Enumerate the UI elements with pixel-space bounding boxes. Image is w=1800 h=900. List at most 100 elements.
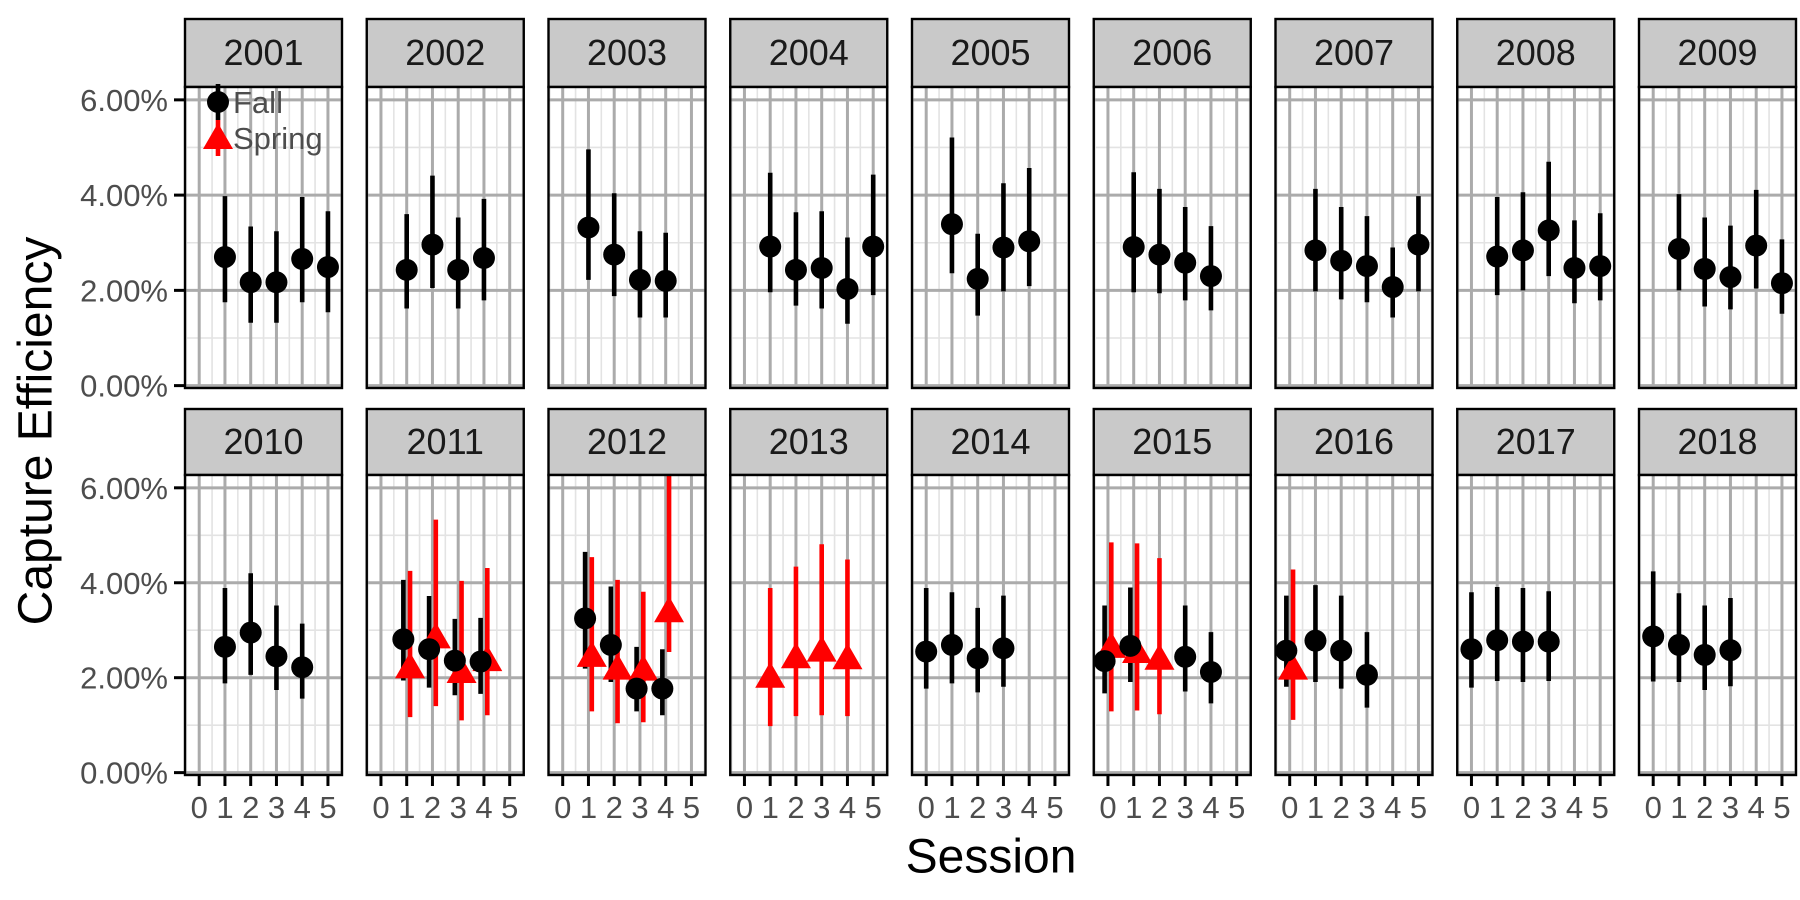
y-tick-label: 0.00% [80, 756, 168, 791]
x-tick-label: 3 [631, 790, 648, 825]
fall-point [1407, 233, 1430, 256]
x-tick-label: 0 [736, 790, 753, 825]
facet-strip-2004 [729, 17, 889, 89]
x-tick-label: 4 [1384, 790, 1401, 825]
fall-point [239, 271, 262, 294]
facet-strip-label-2008: 2008 [1496, 32, 1576, 73]
fall-point [992, 236, 1015, 259]
facet-strip-label-2018: 2018 [1677, 421, 1757, 462]
y-tick-label: 2.00% [80, 273, 168, 308]
facet-strip-2010 [183, 407, 344, 477]
fall-point [1355, 663, 1378, 686]
x-tick-label: 1 [398, 790, 415, 825]
facet-strip-label-2005: 2005 [950, 32, 1030, 73]
x-tick-label: 3 [1722, 790, 1739, 825]
facet-strip-label-2017: 2017 [1496, 421, 1576, 462]
y-tick-label: 6.00% [80, 471, 168, 506]
x-tick-label: 0 [191, 790, 208, 825]
fall-point [392, 628, 415, 651]
facet-strip-2009 [1637, 17, 1798, 89]
facet-strip-2006 [1092, 17, 1252, 89]
fall-point [1719, 639, 1742, 662]
x-tick-label: 1 [762, 790, 779, 825]
fall-point [628, 268, 651, 291]
facet-strip-label-2012: 2012 [587, 421, 667, 462]
fall-point [472, 246, 495, 269]
x-tick-label: 2 [1696, 790, 1713, 825]
fall-point [940, 213, 963, 236]
fall-point [1381, 276, 1404, 299]
facet-strip-2007 [1274, 17, 1434, 89]
fall-point [1693, 257, 1716, 280]
fall-point [418, 638, 441, 661]
facet-panel-border-2015 [1092, 473, 1252, 777]
x-tick-label: 5 [1592, 790, 1609, 825]
facet-strip-label-2002: 2002 [405, 32, 485, 73]
fall-point [1174, 645, 1197, 668]
fall-point [213, 635, 236, 658]
facet-strip-2016 [1274, 407, 1434, 477]
fall-point [291, 656, 314, 679]
fall-point [1093, 650, 1116, 673]
fall-point [915, 640, 938, 663]
fall-point [316, 256, 339, 279]
fall-point [625, 677, 648, 700]
x-tick-label: 3 [813, 790, 830, 825]
x-tick-label: 4 [839, 790, 856, 825]
fall-point [1355, 255, 1378, 278]
facet-strip-label-2001: 2001 [223, 32, 303, 73]
fall-point [443, 649, 466, 672]
spring-point [446, 656, 477, 683]
fall-point [1667, 237, 1690, 260]
x-tick-label: 0 [1099, 790, 1116, 825]
fall-point [1148, 243, 1171, 266]
fall-point [239, 621, 262, 644]
facet-strip-2014 [910, 407, 1071, 477]
x-tick-label: 0 [918, 790, 935, 825]
y-tick-label: 6.00% [80, 83, 168, 118]
facet-panel-border-2013 [729, 473, 889, 777]
fall-point [966, 267, 989, 290]
fall-point [810, 256, 833, 279]
fall-point [1174, 251, 1197, 274]
facet-panel-border-2017 [1456, 473, 1616, 777]
facet-panel-border-2003 [547, 85, 707, 390]
fall-point [1642, 625, 1665, 648]
fall-point [213, 246, 236, 269]
x-tick-label: 1 [1125, 790, 1142, 825]
x-tick-label: 2 [1514, 790, 1531, 825]
spring-point [395, 652, 426, 679]
facet-strip-2017 [1456, 407, 1616, 477]
x-tick-label: 5 [501, 790, 518, 825]
y-tick-label: 0.00% [80, 369, 168, 404]
fall-point [291, 247, 314, 270]
x-tick-label: 3 [995, 790, 1012, 825]
spring-point [832, 643, 863, 670]
facet-strip-2001 [183, 17, 344, 89]
facet-strip-label-2007: 2007 [1314, 32, 1394, 73]
y-tick-label: 4.00% [80, 178, 168, 213]
facet-panel-border-2007 [1274, 85, 1434, 390]
fall-point [447, 258, 470, 281]
fall-point [1486, 629, 1509, 652]
fall-point [759, 235, 782, 258]
spring-point [780, 642, 811, 669]
x-tick-label: 0 [1463, 790, 1480, 825]
fall-point [992, 637, 1015, 660]
x-tick-label: 4 [1748, 790, 1765, 825]
x-tick-label: 2 [787, 790, 804, 825]
spring-point [755, 661, 786, 688]
fall-point [1018, 230, 1041, 253]
y-tick-label: 2.00% [80, 661, 168, 696]
spring-point [1278, 653, 1309, 680]
x-tick-label: 2 [424, 790, 441, 825]
facet-strip-2005 [910, 17, 1071, 89]
facet-panel-border-2018 [1637, 473, 1798, 777]
facet-panel-border-2010 [183, 473, 344, 777]
x-tick-label: 5 [1773, 790, 1790, 825]
x-tick-label: 3 [450, 790, 467, 825]
x-tick-label: 4 [294, 790, 311, 825]
fall-point [1745, 234, 1768, 257]
x-tick-label: 4 [475, 790, 492, 825]
